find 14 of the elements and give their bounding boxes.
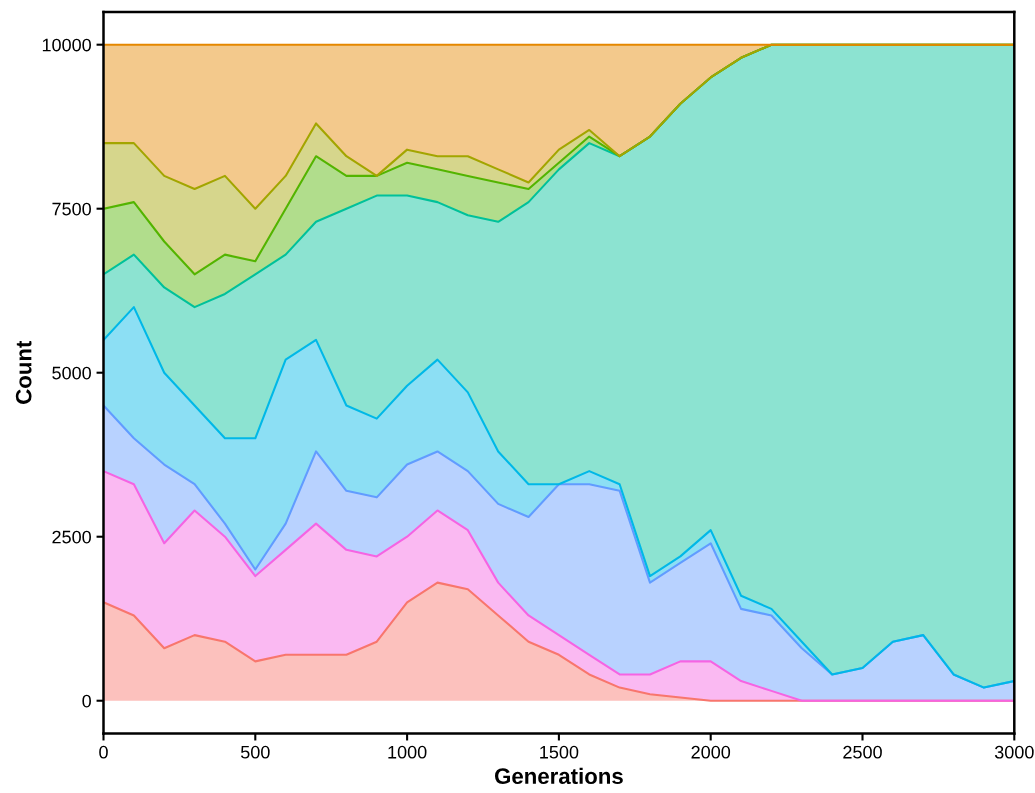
y-tick-label: 0 <box>82 694 91 708</box>
x-axis-title: Generations <box>494 767 623 785</box>
x-tick-label: 2000 <box>691 745 731 759</box>
x-tick-label: 500 <box>240 745 270 759</box>
x-tick-label: 3000 <box>994 745 1034 759</box>
y-tick-label: 10000 <box>42 38 91 52</box>
y-tick-label: 2500 <box>52 530 91 544</box>
x-tick-label: 0 <box>99 745 108 759</box>
x-tick-label: 2500 <box>843 745 882 759</box>
y-axis-title: Count <box>15 340 32 404</box>
x-tick-label: 1500 <box>540 745 579 759</box>
y-tick-label: 5000 <box>52 366 91 380</box>
y-tick-label: 7500 <box>52 202 91 216</box>
x-tick-label: 1000 <box>388 745 427 759</box>
